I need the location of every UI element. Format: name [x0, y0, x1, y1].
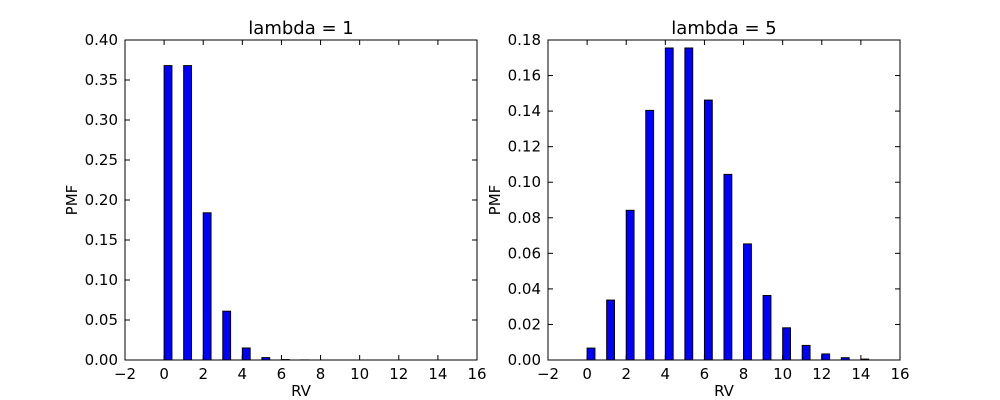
x-tick-label-left: −2	[114, 365, 136, 383]
bar-left-1	[183, 65, 192, 361]
bar-left-4	[241, 347, 251, 361]
y-tick-label-left: 0.25	[85, 151, 118, 169]
x-axis-label-right: RV	[714, 382, 735, 400]
x-tick-label-right: 2	[621, 365, 631, 383]
bar-right-5	[684, 47, 694, 361]
y-tick-label-left: 0.30	[85, 111, 118, 129]
y-tick-label-right: 0.00	[508, 351, 541, 369]
plot-frame-left	[124, 39, 478, 361]
y-tick-label-left: 0.40	[85, 31, 118, 49]
plot-frame-right	[547, 39, 901, 361]
y-tick-label-left: 0.35	[85, 71, 118, 89]
y-axis-label-right: PMF	[486, 185, 504, 216]
x-tick-label-left: 14	[428, 365, 447, 383]
x-tick-label-left: 12	[389, 365, 408, 383]
y-tick-label-right: 0.02	[508, 315, 541, 333]
x-tick-label-right: 4	[661, 365, 671, 383]
bar-right-12	[821, 353, 831, 361]
bar-left-2	[202, 212, 212, 361]
x-tick-label-left: 0	[159, 365, 169, 383]
bar-right-10	[782, 327, 791, 361]
x-tick-label-left: 10	[350, 365, 369, 383]
y-tick-label-right: 0.04	[508, 280, 541, 298]
subplot-lambda-1: −2 0 2 4 6 8 10 12 14 16 0.00 0.05 0.10 0.15 0.20 0.25 0…	[63, 18, 487, 400]
x-tick-label-right: 0	[582, 365, 592, 383]
y-tick-label-right: 0.12	[508, 138, 541, 156]
bar-right-7	[723, 173, 733, 361]
x-tick-label-left: 2	[198, 365, 208, 383]
x-tick-label-right: 10	[773, 365, 792, 383]
y-tick-label-right: 0.08	[508, 209, 541, 227]
x-tick-label-right: 14	[851, 365, 870, 383]
plot-title-left: lambda = 1	[248, 18, 353, 39]
y-tick-label-left: 0.15	[85, 231, 118, 249]
x-tick-label-right: 8	[739, 365, 749, 383]
x-tick-label-left: 8	[316, 365, 326, 383]
bar-right-4	[664, 47, 674, 361]
y-tick-label-left: 0.00	[85, 351, 118, 369]
bar-right-8	[743, 243, 752, 361]
plot-title-right: lambda = 5	[671, 18, 776, 39]
y-tick-label-left: 0.20	[85, 191, 118, 209]
y-tick-label-right: 0.16	[508, 67, 541, 85]
bar-right-1	[606, 299, 615, 361]
bar-right-2	[625, 209, 635, 361]
bar-left-0	[163, 65, 173, 361]
x-tick-label-right: 12	[812, 365, 831, 383]
y-tick-label-right: 0.14	[508, 102, 541, 120]
x-tick-label-right: −2	[537, 365, 559, 383]
bar-right-11	[801, 344, 811, 361]
bar-right-3	[645, 109, 655, 361]
y-tick-label-right: 0.10	[508, 173, 541, 191]
x-tick-label-right: 16	[890, 365, 909, 383]
y-tick-label-right: 0.18	[508, 31, 541, 49]
bar-left-3	[222, 310, 232, 361]
bar-right-6	[703, 99, 713, 361]
bar-right-9	[762, 294, 772, 361]
ticks-group-left: −2 0 2 4 6 8 10 12 14 16 0.00 0.05 0.10 0.15 0.20 0.25 0…	[85, 31, 487, 383]
x-tick-label-left: 16	[467, 365, 486, 383]
y-tick-label-left: 0.05	[85, 311, 118, 329]
bar-right-0	[586, 347, 596, 361]
y-tick-label-right: 0.06	[508, 244, 541, 262]
x-tick-label-right: 6	[700, 365, 710, 383]
x-tick-label-left: 4	[238, 365, 248, 383]
x-tick-label-left: 6	[277, 365, 287, 383]
bars-group-right	[586, 47, 870, 361]
y-tick-label-left: 0.10	[85, 271, 118, 289]
subplot-lambda-5: −2 0 2 4 6 8 10 12 14 16 0.00 0.02 0.04 0.06 0.08 0.10 0…	[486, 18, 910, 400]
x-axis-label-left: RV	[291, 382, 312, 400]
y-axis-label-left: PMF	[63, 185, 81, 216]
